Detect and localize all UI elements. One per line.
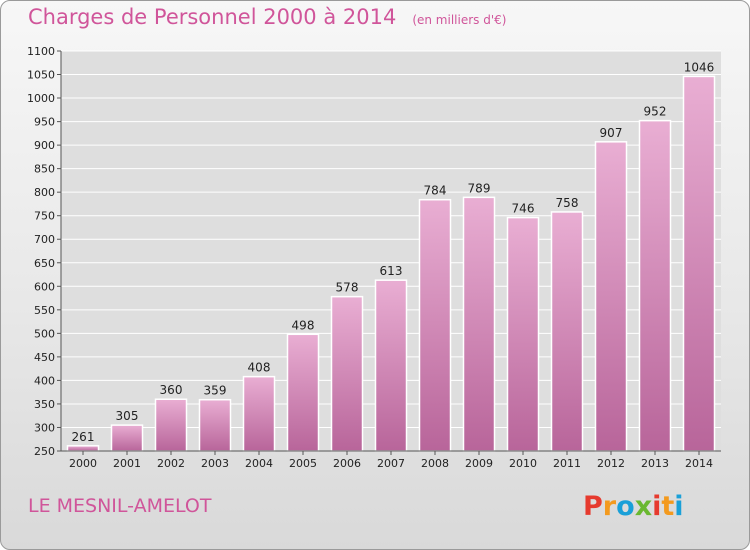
chart-title: Charges de Personnel 2000 à 2014 (en mill… <box>28 5 506 29</box>
y-tick-label: 500 <box>34 327 55 340</box>
data-label: 261 <box>72 430 95 444</box>
data-label: 360 <box>160 383 183 397</box>
bar <box>638 119 672 452</box>
y-tick-label: 600 <box>34 280 55 293</box>
x-tick-label: 2005 <box>289 457 317 470</box>
x-tick-label: 2000 <box>69 457 97 470</box>
x-tick-label: 2007 <box>377 457 405 470</box>
x-tick-label: 2001 <box>113 457 141 470</box>
y-tick-label: 900 <box>34 139 55 152</box>
bar <box>594 141 628 452</box>
bar <box>286 333 320 452</box>
y-tick-label: 450 <box>34 351 55 364</box>
logo-letter: P <box>583 491 603 522</box>
data-label: 952 <box>644 105 667 119</box>
y-tick-label: 850 <box>34 163 55 176</box>
x-tick-label: 2009 <box>465 457 493 470</box>
x-tick-label: 2006 <box>333 457 361 470</box>
bar <box>198 398 232 452</box>
x-tick-label: 2008 <box>421 457 449 470</box>
x-tick-label: 2014 <box>685 457 713 470</box>
logo-letter: x <box>634 491 653 522</box>
proxiti-logo: Proxiti <box>583 491 684 522</box>
logo-letter: o <box>616 491 635 522</box>
data-label: 408 <box>248 361 271 375</box>
data-label: 578 <box>336 281 359 295</box>
chart-title-text: Charges de Personnel 2000 à 2014 <box>28 5 397 29</box>
data-label: 1046 <box>684 60 715 74</box>
y-tick-label: 750 <box>34 210 55 223</box>
y-tick-label: 650 <box>34 257 55 270</box>
x-tick-label: 2012 <box>597 457 625 470</box>
bar <box>330 295 364 452</box>
bar <box>550 211 584 452</box>
y-tick-label: 1100 <box>27 45 55 58</box>
bar <box>154 398 188 452</box>
data-label: 359 <box>204 384 227 398</box>
x-tick-label: 2003 <box>201 457 229 470</box>
bar <box>110 424 144 452</box>
bar <box>682 75 716 452</box>
data-label: 758 <box>556 196 579 210</box>
bar <box>66 445 100 452</box>
logo-letter: i <box>652 491 662 522</box>
x-tick-label: 2011 <box>553 457 581 470</box>
bar <box>418 198 452 452</box>
data-label: 907 <box>600 126 623 140</box>
data-label: 784 <box>424 184 447 198</box>
data-label: 789 <box>468 181 491 195</box>
y-tick-label: 350 <box>34 398 55 411</box>
y-tick-label: 250 <box>34 445 55 458</box>
x-tick-label: 2004 <box>245 457 273 470</box>
x-tick-label: 2013 <box>641 457 669 470</box>
bar <box>374 279 408 452</box>
data-label: 305 <box>116 409 139 423</box>
y-tick-label: 550 <box>34 304 55 317</box>
x-tick-label: 2002 <box>157 457 185 470</box>
y-tick-label: 1000 <box>27 92 55 105</box>
y-tick-label: 950 <box>34 116 55 129</box>
y-tick-label: 1050 <box>27 69 55 82</box>
bar <box>462 196 496 452</box>
y-tick-label: 800 <box>34 186 55 199</box>
bar <box>242 375 276 452</box>
logo-letter: i <box>674 491 684 522</box>
y-tick-label: 400 <box>34 374 55 387</box>
data-label: 613 <box>380 264 403 278</box>
data-label: 498 <box>292 318 315 332</box>
logo-letter: t <box>661 491 675 522</box>
commune-name: LE MESNIL-AMELOT <box>28 495 212 517</box>
data-label: 746 <box>512 202 535 216</box>
logo-letter: r <box>602 491 617 522</box>
chart-title-unit: (en milliers d'€) <box>412 13 507 27</box>
x-tick-label: 2010 <box>509 457 537 470</box>
y-tick-label: 300 <box>34 421 55 434</box>
y-tick-label: 700 <box>34 233 55 246</box>
bar <box>506 216 540 452</box>
